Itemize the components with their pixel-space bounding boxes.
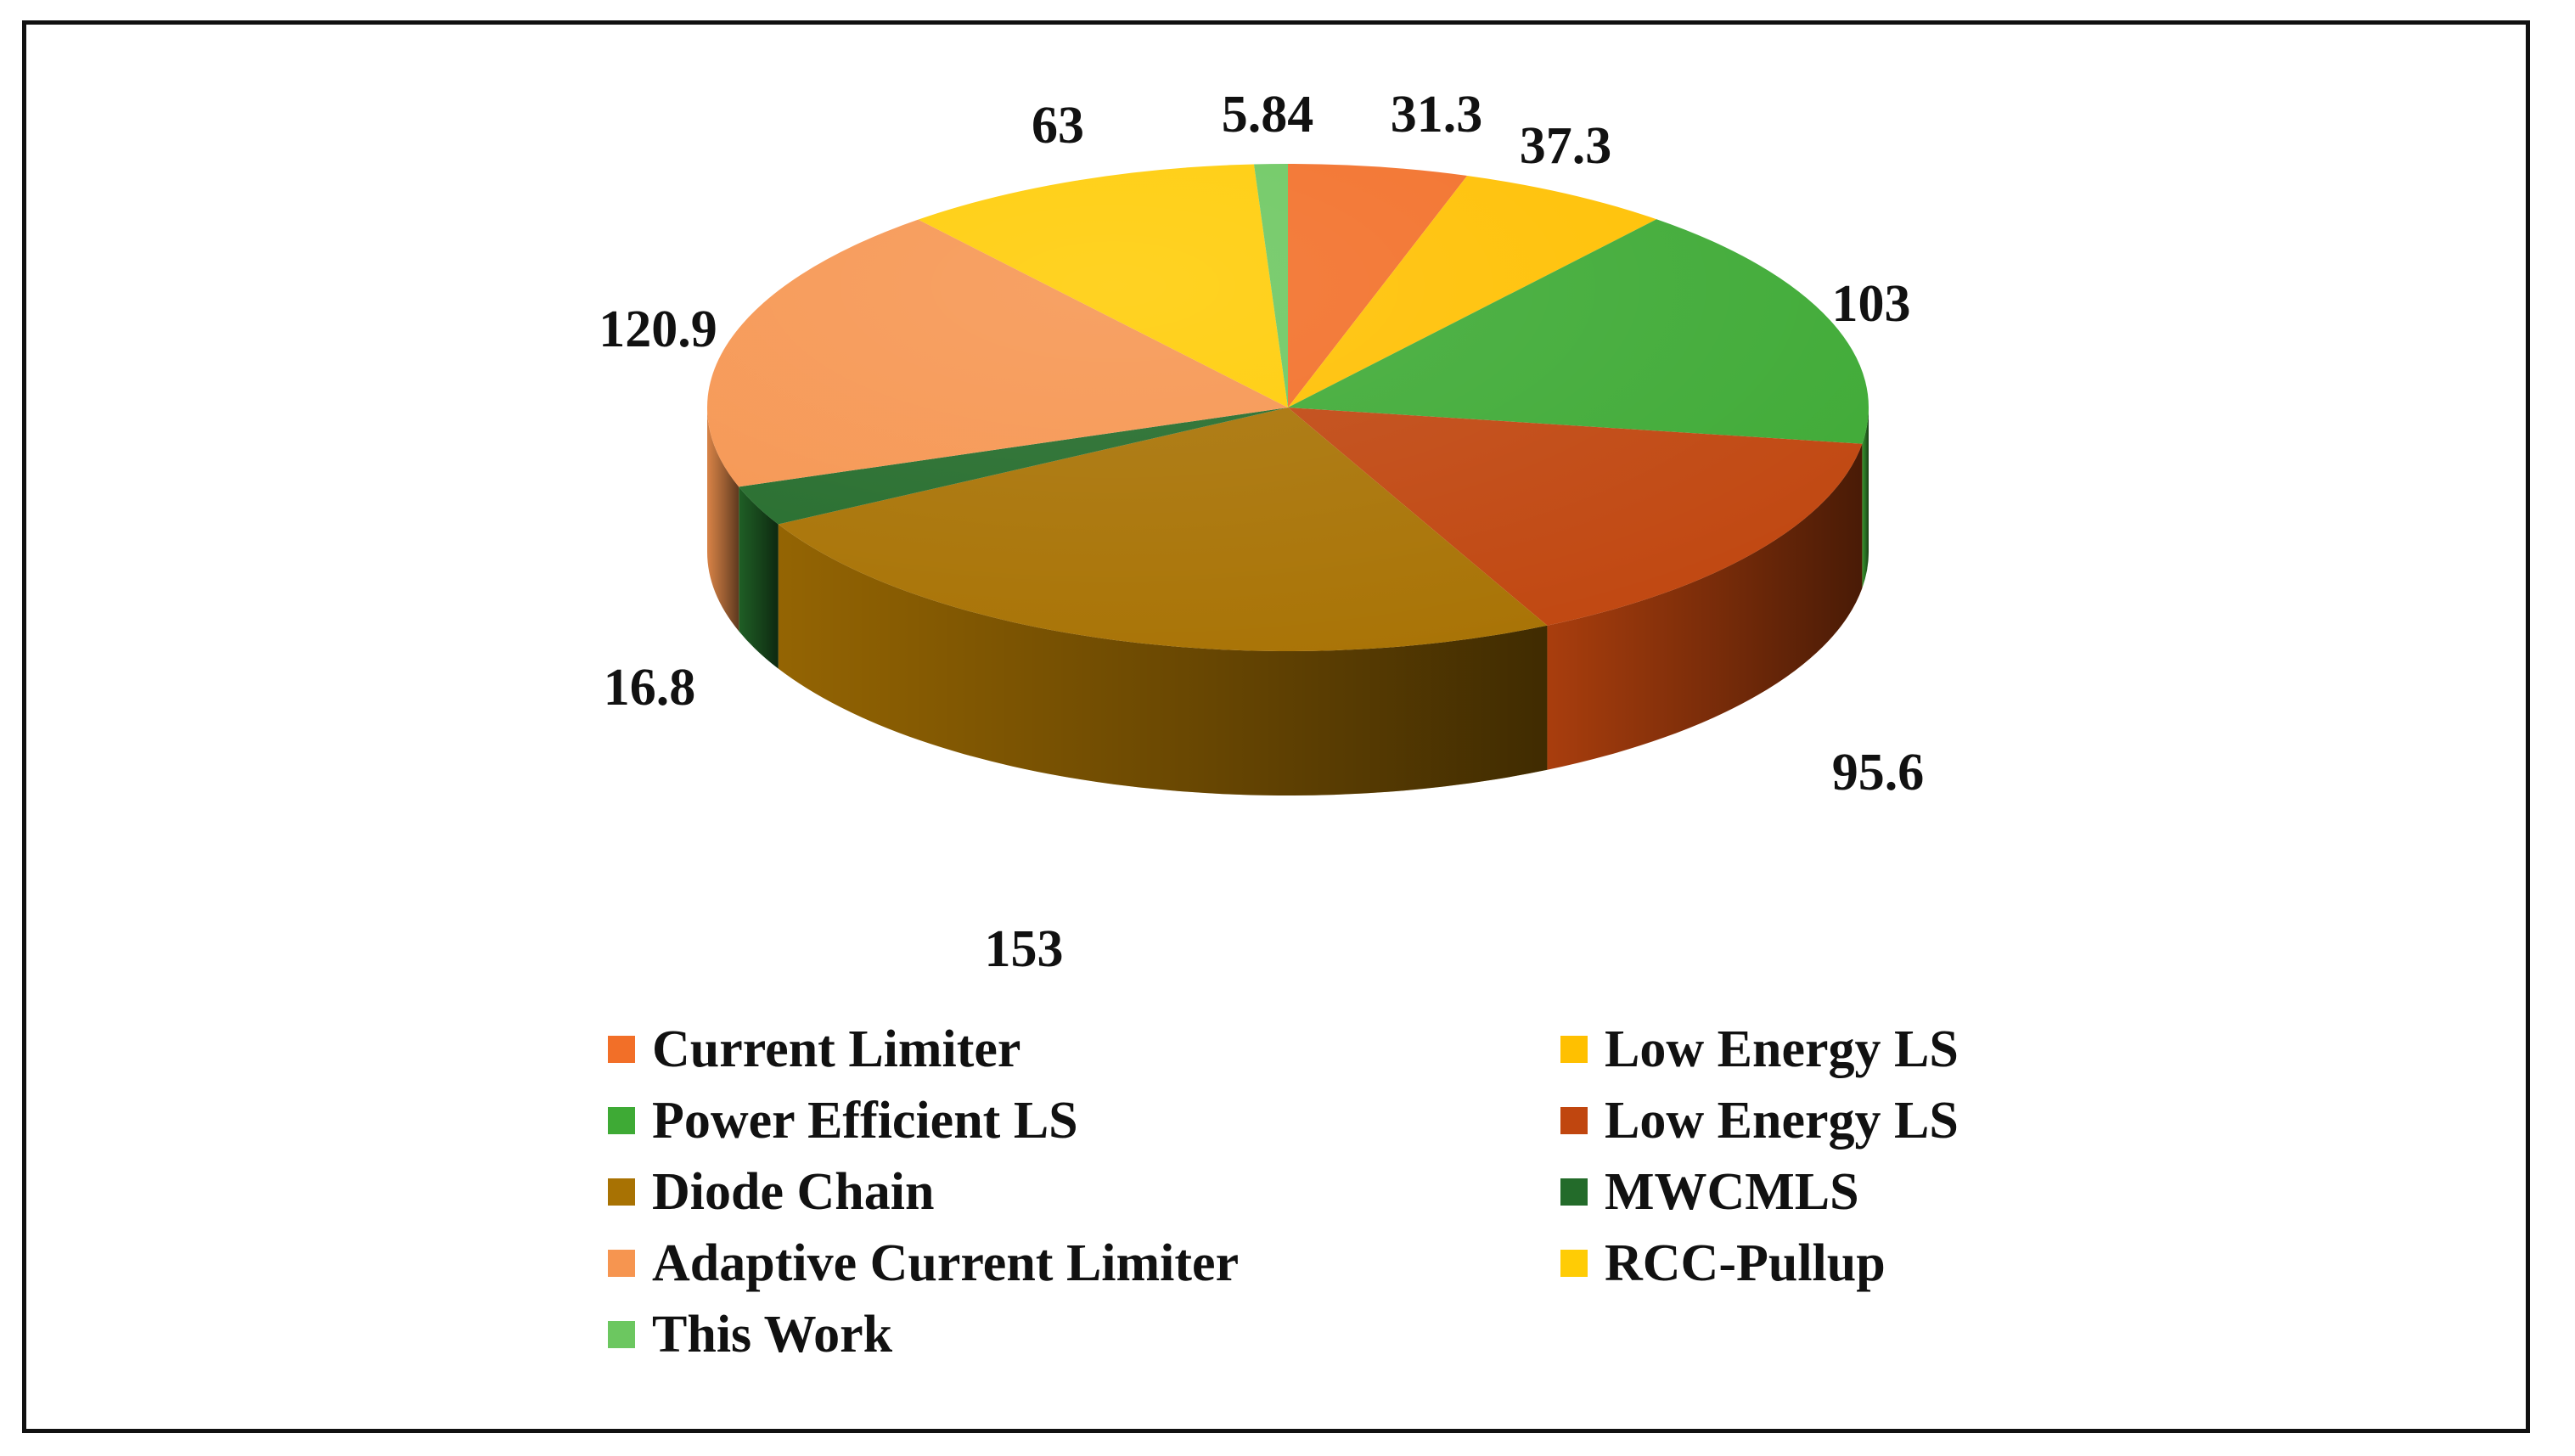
legend-label: MWCMLS [1605, 1162, 1859, 1221]
legend-label: Current Limiter [652, 1020, 1021, 1078]
legend-swatch [1560, 1250, 1588, 1277]
legend-swatch [608, 1178, 635, 1206]
legend-label: Low Energy LS [1605, 1091, 1959, 1150]
data-label-6: 16.8 [604, 659, 696, 717]
legend-item-1: Current Limiter [608, 1015, 1020, 1084]
legend-item-5: Diode Chain [608, 1157, 934, 1227]
legend-swatch [608, 1036, 635, 1063]
legend-swatch [1560, 1107, 1588, 1134]
pie-side-shade-3 [1862, 408, 1869, 588]
pie-side-shade-4 [1547, 443, 1863, 770]
data-label-5: 153 [985, 920, 1064, 978]
pie-chart: 31.3 37.3 103 95.6 153 16.8 120.9 63 5.84 [599, 86, 1924, 978]
pie-sides [707, 408, 1869, 795]
pie-top-shine [707, 164, 1869, 651]
legend-label: Adaptive Current Limiter [652, 1234, 1240, 1292]
legend-swatch [608, 1321, 635, 1348]
data-label-1: 31.3 [1391, 86, 1483, 143]
pie-side-shade-5 [778, 524, 1548, 795]
legend-item-9: This Work [608, 1300, 892, 1369]
data-label-3: 103 [1832, 275, 1911, 333]
data-label-7: 120.9 [599, 301, 717, 358]
legend-item-2: Low Energy LS [1560, 1015, 1959, 1084]
legend-label: RCC-Pullup [1605, 1234, 1886, 1292]
pie-labels: 31.3 37.3 103 95.6 153 16.8 120.9 63 5.84 [599, 86, 1924, 978]
data-label-4: 95.6 [1832, 744, 1925, 801]
legend-item-6: MWCMLS [1560, 1157, 1859, 1227]
legend-label: This Work [652, 1305, 893, 1363]
legend-swatch [608, 1250, 635, 1277]
legend-swatch [608, 1107, 635, 1134]
legend-item-3: Power Efficient LS [608, 1086, 1078, 1155]
legend-label: Diode Chain [652, 1162, 935, 1221]
pie-top [707, 164, 1869, 651]
pie-side-shade-6 [739, 486, 779, 669]
data-label-2: 37.3 [1520, 117, 1612, 175]
data-label-8: 63 [1032, 97, 1084, 155]
legend-item-7: Adaptive Current Limiter [608, 1228, 1239, 1298]
legend-swatch [1560, 1178, 1588, 1206]
pie-side-shade-7 [707, 408, 739, 632]
legend-item-8: RCC-Pullup [1560, 1228, 1886, 1298]
legend-item-4: Low Energy LS [1560, 1086, 1959, 1155]
legend-label: Power Efficient LS [652, 1091, 1078, 1150]
legend-label: Low Energy LS [1605, 1020, 1959, 1078]
legend: Current Limiter Low Energy LS Power Effici… [0, 1015, 2575, 1380]
legend-swatch [1560, 1036, 1588, 1063]
data-label-9: 5.84 [1222, 86, 1314, 143]
